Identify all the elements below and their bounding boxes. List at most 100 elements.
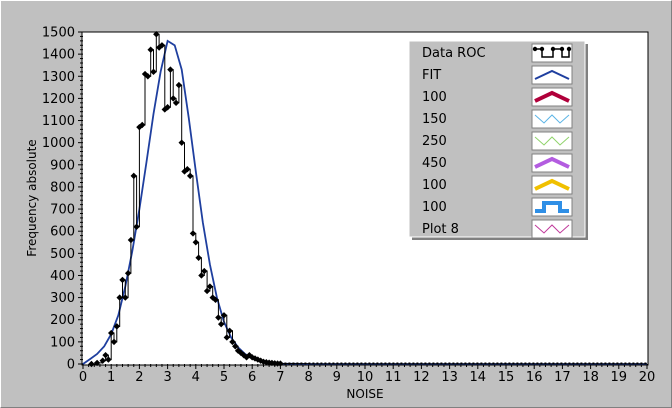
x-tick-label: 5 xyxy=(220,370,228,385)
y-tick-label: 100 xyxy=(50,335,75,350)
data-roc-point xyxy=(127,236,135,244)
data-roc-point xyxy=(184,166,191,173)
legend-swatch-marker xyxy=(559,46,565,52)
data-roc-point xyxy=(139,121,146,129)
data-roc-point xyxy=(153,31,160,38)
y-tick-label: 1100 xyxy=(42,114,75,129)
x-tick-label: 8 xyxy=(304,370,312,385)
x-tick-label: 20 xyxy=(639,370,656,385)
x-tick-label: 3 xyxy=(163,370,171,385)
legend-swatch-box xyxy=(531,197,573,217)
data-roc-point xyxy=(220,312,228,319)
legend-item-label: 100 xyxy=(422,200,447,215)
data-roc-point xyxy=(164,104,171,111)
x-tick-label: 19 xyxy=(611,370,628,385)
legend-swatch-box xyxy=(531,219,573,239)
legend-swatch xyxy=(534,224,570,234)
legend-item-label: FIT xyxy=(422,68,441,83)
legend-swatch-marker xyxy=(532,46,538,52)
x-tick-label: 13 xyxy=(441,370,458,385)
legend-item-label: 250 xyxy=(422,134,447,149)
legend-item[interactable]: 100 xyxy=(422,175,573,195)
y-tick-label: 0 xyxy=(67,358,75,373)
data-roc-point xyxy=(144,73,152,80)
data-roc-point xyxy=(105,356,112,363)
legend-item[interactable]: 150 xyxy=(422,109,573,129)
data-roc-point xyxy=(178,139,185,146)
y-tick-label: 500 xyxy=(50,247,75,262)
legend-swatch-box xyxy=(531,43,573,63)
legend-swatch-marker xyxy=(566,46,572,52)
data-roc-point xyxy=(192,239,199,246)
legend-swatch xyxy=(534,178,570,191)
data-roc-point xyxy=(102,351,109,359)
x-tick-label: 17 xyxy=(554,370,571,385)
data-roc-point xyxy=(124,270,132,277)
legend-item[interactable]: Data ROC xyxy=(422,43,573,63)
legend-item[interactable]: Plot 8 xyxy=(422,219,573,239)
x-tick-label: 16 xyxy=(526,370,543,385)
legend-item[interactable]: 450 xyxy=(422,153,573,173)
legend-swatch-marker xyxy=(550,46,556,52)
legend-entries[interactable]: Data ROC FIT 100 150 250 450 100 100 Plot 8 xyxy=(422,43,573,239)
legend-swatch xyxy=(535,201,569,213)
y-tick-label: 600 xyxy=(50,225,75,240)
legend-swatch xyxy=(534,114,570,124)
x-tick-label: 7 xyxy=(276,370,284,385)
data-roc-point xyxy=(215,314,222,321)
legend-swatch-box xyxy=(531,153,573,173)
data-roc-point xyxy=(122,294,129,301)
data-roc-point xyxy=(99,357,106,364)
data-roc-point xyxy=(161,106,168,113)
data-roc-point xyxy=(232,343,239,350)
legend[interactable]: Data ROC FIT 100 150 250 450 100 100 Plot 8 xyxy=(408,40,588,240)
data-roc-point xyxy=(223,334,231,341)
data-roc-point xyxy=(110,338,118,346)
x-tick-label: 11 xyxy=(385,370,402,385)
data-roc-point xyxy=(158,42,166,49)
legend-item[interactable]: FIT xyxy=(422,65,573,85)
data-roc-point xyxy=(229,338,236,346)
data-roc-point xyxy=(217,320,225,328)
data-roc-point xyxy=(116,294,123,301)
legend-swatch-box xyxy=(531,109,573,129)
data-roc-point xyxy=(206,283,214,290)
data-roc-point xyxy=(198,272,205,279)
legend-item[interactable]: 100 xyxy=(422,197,573,217)
legend-item-label: 150 xyxy=(422,112,447,127)
x-tick-label: 18 xyxy=(582,370,599,385)
data-roc-point xyxy=(150,68,157,76)
data-roc-point xyxy=(130,172,137,180)
data-roc-point xyxy=(170,95,177,102)
data-roc-point xyxy=(167,66,174,73)
legend-swatch-box xyxy=(531,65,573,85)
y-tick-label: 1000 xyxy=(42,136,75,151)
legend-swatch-box xyxy=(531,131,573,151)
legend-item-label: Plot 8 xyxy=(422,222,459,237)
y-tick-label: 800 xyxy=(50,180,75,195)
x-tick-label: 15 xyxy=(498,370,515,385)
y-tick-label: 200 xyxy=(50,313,75,328)
legend-item[interactable]: 250 xyxy=(422,131,573,151)
y-tick-label: 300 xyxy=(50,291,75,306)
data-roc-point xyxy=(147,46,154,53)
legend-item[interactable]: 100 xyxy=(422,87,573,107)
data-roc-point xyxy=(203,287,211,295)
data-roc-point xyxy=(175,81,183,89)
y-axis-label: Frequency absolute xyxy=(25,139,39,256)
x-tick-label: 4 xyxy=(192,370,200,385)
y-tick-label: 900 xyxy=(50,158,75,173)
y-tick-label: 1400 xyxy=(42,48,75,63)
legend-swatch xyxy=(534,156,570,169)
x-tick-label: 1 xyxy=(107,370,115,385)
x-tick-label: 6 xyxy=(248,370,256,385)
data-roc-point xyxy=(108,329,115,337)
legend-swatch xyxy=(534,90,570,103)
legend-item-label: Data ROC xyxy=(422,46,486,61)
y-tick-label: 1300 xyxy=(42,70,75,85)
x-tick-label: 0 xyxy=(79,370,87,385)
data-roc-point xyxy=(195,254,202,261)
legend-swatch-marker xyxy=(539,46,545,52)
axis-ticks: 0 1 2 3 4 5 6 7 8 9 10 11 12 13 14 15 16 17 18 19 2001002003… xyxy=(42,26,655,386)
legend-item-label: 450 xyxy=(422,156,447,171)
